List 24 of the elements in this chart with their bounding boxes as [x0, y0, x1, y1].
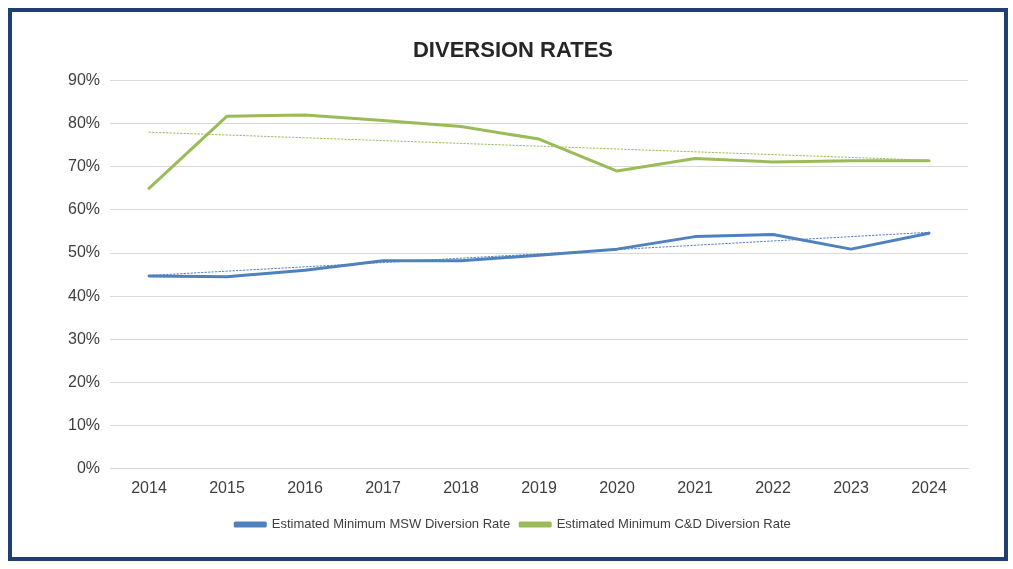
x-tick-label: 2015	[209, 478, 245, 496]
x-tick-label: 2024	[911, 478, 947, 496]
y-tick-label: 40%	[67, 286, 101, 304]
y-tick-label: 30%	[67, 329, 101, 347]
x-tick-label: 2018	[443, 478, 479, 496]
y-tick-label: 10%	[67, 416, 101, 434]
y-tick-label: 20%	[67, 372, 101, 390]
x-tick-label: 2014	[131, 478, 167, 496]
y-tick-label: 70%	[67, 157, 101, 175]
legend-label: Estimated Minimum C&D Diversion Rate	[556, 516, 791, 532]
x-tick-label: 2022	[755, 478, 791, 496]
y-tick-label: 50%	[67, 243, 101, 261]
x-tick-label: 2021	[677, 478, 713, 496]
y-tick-label: 60%	[67, 200, 101, 218]
chart-title: DIVERSION RATES	[412, 37, 614, 63]
y-tick-label: 0%	[76, 459, 101, 477]
legend-label: Estimated Minimum MSW Diversion Rate	[271, 516, 511, 532]
x-tick-label: 2020	[599, 478, 635, 496]
x-tick-label: 2019	[521, 478, 557, 496]
x-tick-label: 2016	[287, 478, 323, 496]
x-tick-label: 2023	[833, 478, 869, 496]
y-tick-label: 90%	[67, 70, 101, 88]
y-tick-label: 80%	[67, 113, 101, 131]
x-tick-label: 2017	[365, 478, 401, 496]
